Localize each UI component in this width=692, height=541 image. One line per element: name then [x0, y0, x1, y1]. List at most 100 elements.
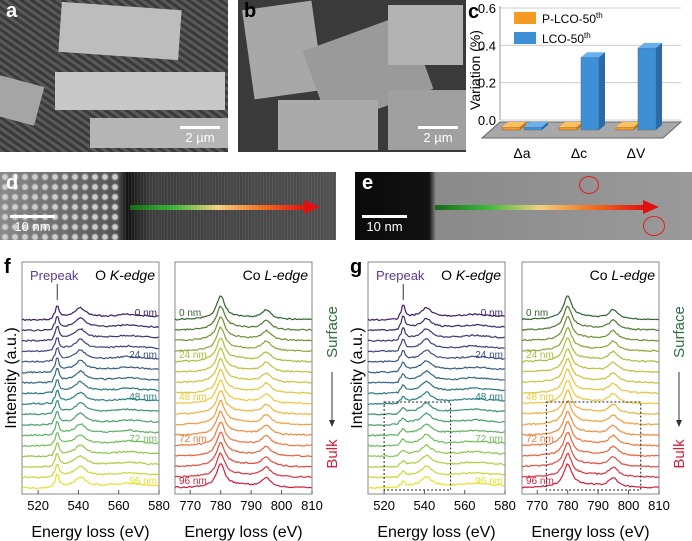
- legend-label: LCO-50th: [542, 31, 591, 46]
- depth-arrowhead: [329, 420, 335, 427]
- x-axis-label: Energy loss (eV): [531, 524, 649, 541]
- spectrum-trace: [367, 327, 505, 343]
- x-tick-label: 800: [271, 498, 293, 513]
- bar-top: [559, 122, 583, 127]
- x-tick-label: 770: [179, 498, 201, 513]
- depth-label: 72 nm: [475, 434, 503, 445]
- spectrum-trace: [21, 316, 159, 332]
- spectrum-trace: [21, 399, 159, 416]
- spectrum-trace: [174, 295, 312, 321]
- prepeak-annotation: Prepeak: [30, 268, 79, 283]
- panel-label-f: f: [4, 256, 11, 278]
- bar-side: [520, 122, 526, 130]
- y-axis-label: Intensity (a.u.): [349, 327, 366, 428]
- spectrum-trace: [367, 338, 505, 353]
- spectrum-trace: [21, 347, 159, 363]
- bar-top: [581, 52, 605, 58]
- bulk-label: Bulk: [324, 439, 341, 469]
- depth-label: 24 nm: [526, 350, 554, 361]
- spectrum-trace: [21, 432, 159, 447]
- spectrum-trace: [21, 411, 159, 427]
- spectrum-title: O K-edge: [441, 267, 501, 283]
- scale-bar-d: 10 nm: [10, 215, 55, 234]
- defect-circle: [643, 216, 665, 236]
- y-tick-label: 0.6: [478, 1, 496, 16]
- y-tick-label: 0.4: [478, 38, 496, 53]
- spectrum-trace: [521, 368, 659, 395]
- haadf-image-d: [0, 172, 336, 240]
- plot-frame: [367, 261, 506, 495]
- spectrum-trace: [21, 367, 159, 385]
- bar-lco-50: [580, 56, 600, 131]
- scale-label: 2 µm: [185, 130, 215, 145]
- bar-top: [638, 42, 662, 48]
- x-tick-label: 520: [373, 498, 395, 513]
- haadf-image-e: [355, 172, 692, 240]
- plot-frame: [174, 261, 313, 495]
- x-tick-label: 810: [301, 498, 323, 513]
- spectrum-trace: [521, 337, 659, 363]
- x-tick-label: 540: [414, 498, 436, 513]
- spectrum-trace: [174, 431, 312, 458]
- spectrum-trace: [21, 452, 159, 468]
- scale-bar-a: 2 µm: [180, 126, 220, 145]
- panel-label-c: c: [468, 1, 479, 23]
- depth-label: 96 nm: [129, 476, 157, 487]
- sem-image-a: [0, 0, 228, 152]
- depth-label: 0 nm: [179, 308, 201, 319]
- spectrum-trace: [174, 337, 312, 363]
- x-tick-label: 540: [68, 498, 90, 513]
- depth-label: 48 nm: [179, 392, 207, 403]
- spectrum-trace: [521, 431, 659, 457]
- panel-label-b: b: [244, 0, 257, 22]
- spectrum-trace: [174, 316, 312, 342]
- x-tick-label: 810: [648, 498, 670, 513]
- depth-label: 72 nm: [179, 434, 207, 445]
- bar-p-lco-50: [501, 126, 521, 131]
- depth-label: 72 nm: [526, 434, 554, 445]
- spectrum-trace: [367, 401, 505, 416]
- spectrum-title: O K-edge: [95, 267, 155, 283]
- x-tick-label: 560: [454, 498, 476, 513]
- highlight-box: [383, 401, 452, 491]
- bar-p-lco-50: [615, 126, 635, 131]
- depth-label: 0 nm: [481, 308, 503, 319]
- legend-swatch: [514, 12, 536, 24]
- spectrum-trace: [521, 410, 659, 437]
- spectrum-trace: [21, 463, 159, 479]
- bar-top: [502, 122, 526, 127]
- x-tick-label: 580: [494, 498, 516, 513]
- scale-label: 10 nm: [14, 219, 51, 234]
- bar-lco-50: [523, 126, 543, 131]
- spectrum-trace: [21, 473, 159, 490]
- spectrum-trace: [174, 379, 312, 405]
- spectrum-trace: [521, 295, 659, 321]
- spectrum-trace: [174, 410, 312, 437]
- legend-label: P-LCO-50th: [542, 11, 603, 26]
- eels-spectra-f-g: 0 nm 24 nm 48 nm 72 nm 96 nm 520 540 560 580 Ener…: [3, 261, 688, 541]
- depth-label: 24 nm: [129, 350, 157, 361]
- spectrum-trace: [367, 380, 505, 395]
- defect-circle: [579, 176, 599, 194]
- scale-bar-b: 2 µm: [418, 126, 458, 145]
- spectrum-trace: [367, 433, 505, 448]
- spectrum-trace: [21, 421, 159, 437]
- x-tick-label: 780: [210, 498, 232, 513]
- depth-label: 0 nm: [526, 308, 548, 319]
- spectrum-trace: [368, 411, 505, 427]
- spectrum-title: Co L-edge: [243, 267, 309, 283]
- x-tick-label: ΔV: [627, 145, 646, 161]
- depth-label: 96 nm: [179, 476, 207, 487]
- x-axis-label: Energy loss (eV): [184, 524, 302, 541]
- spectrum-trace: [174, 442, 312, 468]
- spectrum-trace: [522, 462, 659, 489]
- spectrum-trace: [367, 475, 505, 490]
- x-tick-label: 800: [618, 498, 640, 513]
- spectrum-trace: [21, 379, 159, 395]
- spectrum-trace: [521, 305, 659, 332]
- spectrum-trace: [175, 358, 312, 384]
- bar-chart-c: c 0.0 0.2 0.4 0.6 Variation (%) Δa Δc ΔV P-LCO-50…: [467, 1, 683, 161]
- gradient-arrow: [435, 205, 645, 210]
- spectrum-trace: [21, 441, 159, 458]
